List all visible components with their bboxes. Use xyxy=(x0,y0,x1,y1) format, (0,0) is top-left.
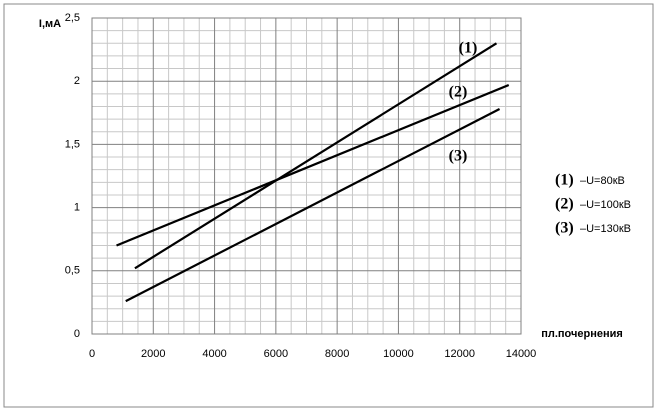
x-tick-label: 0 xyxy=(89,348,95,360)
x-tick-label: 12000 xyxy=(444,348,475,360)
line-label: (3) xyxy=(449,148,468,165)
x-tick-label: 6000 xyxy=(264,348,288,360)
legend-marker: (2) xyxy=(555,196,574,213)
y-tick-label: 0,5 xyxy=(65,265,80,277)
y-tick-label: 1,5 xyxy=(65,138,80,150)
series-line xyxy=(116,83,510,247)
legend-label: –U=100кВ xyxy=(580,199,631,211)
y-tick-label: 2,5 xyxy=(65,12,80,24)
line-label: (1) xyxy=(459,40,478,57)
y-tick-label: 2 xyxy=(74,75,80,87)
y-axis-title: I,мА xyxy=(39,18,61,30)
plot-border xyxy=(91,17,522,335)
legend-label: –U=130кВ xyxy=(580,223,631,235)
series-line xyxy=(125,108,501,303)
legend-marker: (1) xyxy=(555,172,574,189)
legend-label: –U=80кВ xyxy=(580,175,625,187)
x-tick-label: 10000 xyxy=(383,348,414,360)
y-tick-label: 0 xyxy=(74,328,80,340)
x-axis-title: пл.почернения xyxy=(541,328,623,340)
line-label: (2) xyxy=(449,84,468,101)
y-tick-label: 1 xyxy=(74,202,80,214)
series-line xyxy=(134,42,498,270)
x-tick-label: 14000 xyxy=(506,348,537,360)
x-tick-label: 4000 xyxy=(202,348,226,360)
x-tick-label: 8000 xyxy=(325,348,349,360)
legend-marker: (3) xyxy=(555,220,574,237)
x-tick-label: 2000 xyxy=(141,348,165,360)
